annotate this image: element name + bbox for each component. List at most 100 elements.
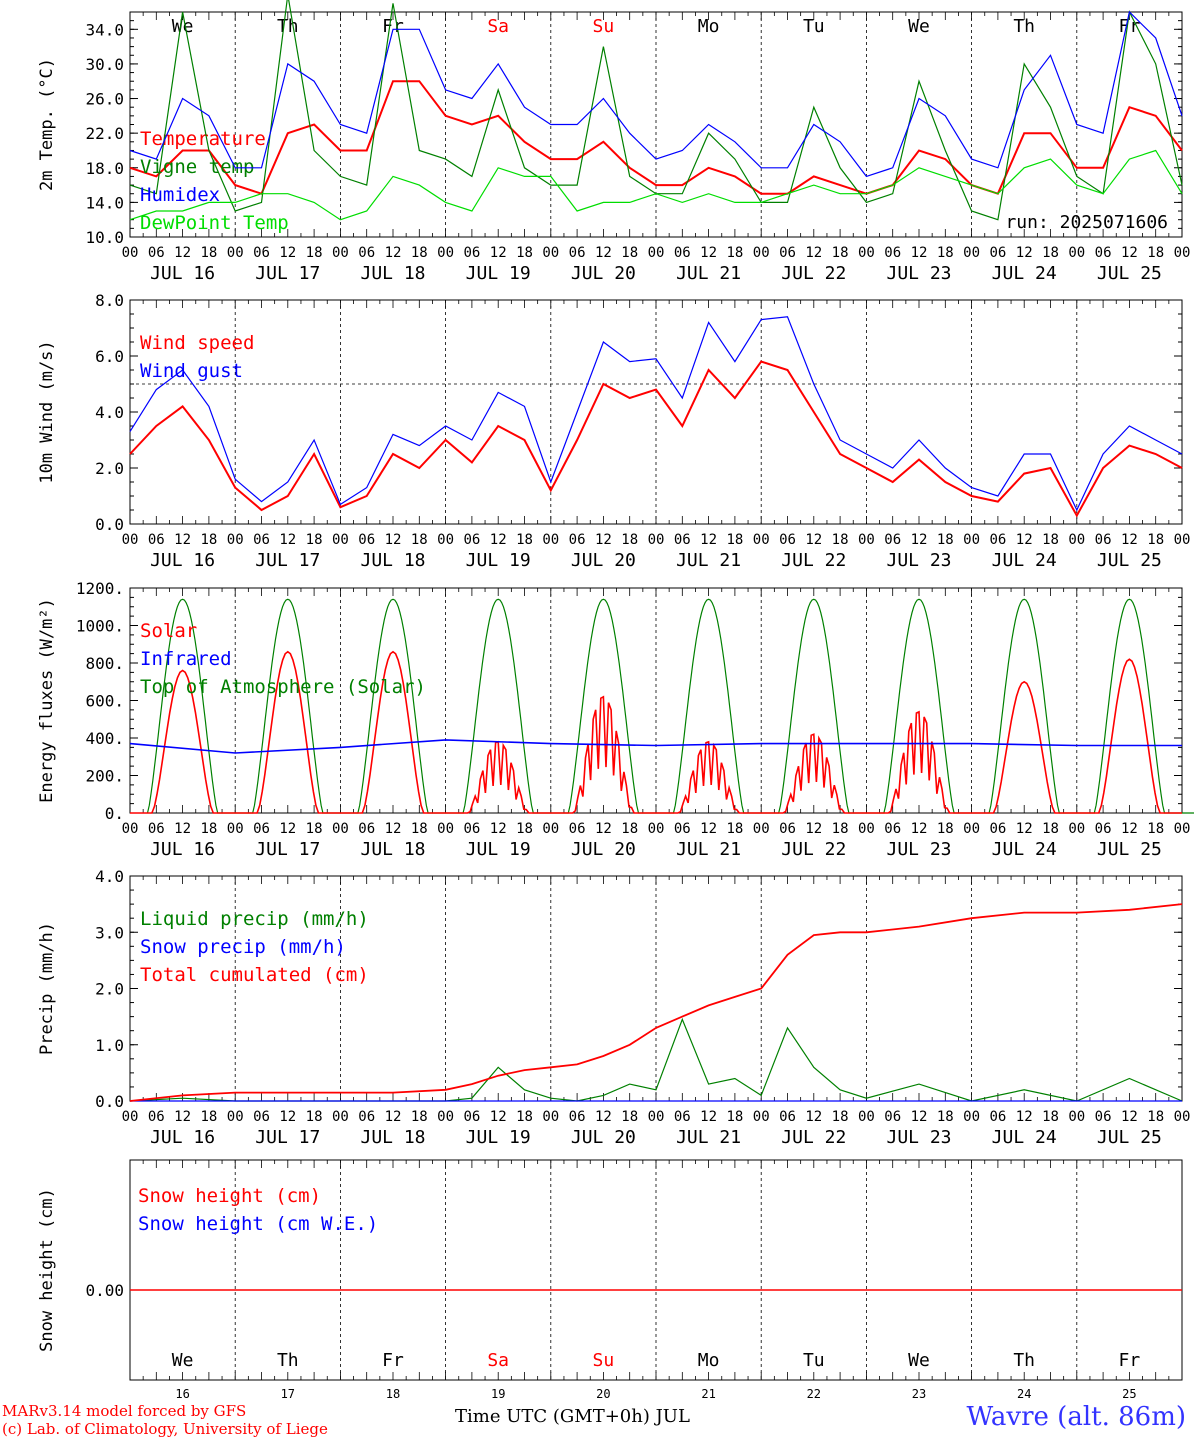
hour-tick-label: 06 — [989, 245, 1006, 261]
hour-tick-label: 00 — [437, 532, 454, 548]
hour-tick-label: 00 — [332, 1109, 349, 1125]
weekday-label: Th — [277, 16, 299, 37]
series-line-1 — [129, 316, 1183, 512]
hour-tick-label: 00 — [542, 821, 559, 837]
day-label: JUL 16 — [150, 839, 215, 860]
hour-tick-label: 00 — [122, 821, 139, 837]
hour-tick-label: 12 — [700, 821, 717, 837]
day-label: JUL 19 — [466, 1127, 531, 1148]
hour-tick-label: 06 — [569, 1109, 586, 1125]
hour-tick-label: 06 — [1095, 245, 1112, 261]
y-tick-label: 2.0 — [95, 980, 124, 999]
day-label: JUL 20 — [571, 1127, 636, 1148]
hour-tick-label: 06 — [989, 821, 1006, 837]
hour-tick-label: 18 — [200, 532, 217, 548]
hour-tick-label: 00 — [648, 1109, 665, 1125]
y-tick-label: 22.0 — [85, 124, 124, 143]
hour-tick-label: 06 — [358, 1109, 375, 1125]
hour-tick-label: 12 — [595, 1109, 612, 1125]
hour-tick-label: 18 — [621, 532, 638, 548]
hour-tick-label: 12 — [700, 245, 717, 261]
hour-tick-label: 12 — [385, 245, 402, 261]
legend-entry: Solar — [140, 620, 197, 642]
plot-frame — [129, 11, 1183, 238]
weekday-label: We — [172, 16, 194, 37]
legend-entry: Snow height (cm) — [138, 1185, 321, 1207]
day-label: JUL 22 — [781, 1127, 846, 1148]
legend-entry: Snow height (cm W.E.) — [138, 1213, 378, 1235]
day-label: JUL 21 — [676, 839, 741, 860]
x-axis-label: Time UTC (GMT+0h) JUL — [455, 1406, 690, 1427]
y-tick-label: 1.0 — [95, 1036, 124, 1055]
hour-tick-label: 06 — [779, 532, 796, 548]
hour-tick-label: 00 — [437, 1109, 454, 1125]
hour-tick-label: 00 — [1174, 821, 1191, 837]
hour-tick-label: 18 — [1147, 532, 1164, 548]
y-tick-label: 4.0 — [95, 867, 124, 886]
hour-tick-label: 12 — [1016, 1109, 1033, 1125]
hour-tick-label: 00 — [542, 1109, 559, 1125]
day-label: JUL 17 — [255, 263, 320, 284]
weekday-label: Tu — [803, 16, 825, 37]
weekday-label: Th — [1013, 16, 1035, 37]
model-credit: MARv3.14 model forced by GFS — [2, 1402, 247, 1420]
hour-tick-label: 18 — [1042, 532, 1059, 548]
day-number-label: 18 — [386, 1387, 400, 1401]
y-axis-label: 2m Temp. (°C) — [37, 58, 57, 191]
legend-entry: DewPoint Temp — [140, 212, 289, 234]
day-label: JUL 25 — [1097, 839, 1162, 860]
hour-tick-label: 12 — [490, 1109, 507, 1125]
day-label: JUL 18 — [360, 839, 425, 860]
hour-tick-label: 00 — [332, 821, 349, 837]
hour-tick-label: 06 — [148, 245, 165, 261]
hour-tick-label: 00 — [437, 821, 454, 837]
y-tick-label: 800. — [85, 654, 124, 673]
run-label: run: 2025071606 — [1005, 212, 1168, 233]
weekday-label: We — [908, 16, 930, 37]
plot-frame — [129, 299, 1183, 525]
hour-tick-label: 12 — [1016, 245, 1033, 261]
hour-tick-label: 00 — [648, 245, 665, 261]
weekday-label: Su — [593, 1350, 615, 1371]
hour-tick-label: 06 — [884, 532, 901, 548]
hour-tick-label: 12 — [174, 821, 191, 837]
hour-tick-label: 06 — [779, 1109, 796, 1125]
hour-tick-label: 18 — [411, 245, 428, 261]
day-number-label: 22 — [807, 1387, 821, 1401]
day-label: JUL 23 — [886, 839, 951, 860]
hour-tick-label: 06 — [569, 821, 586, 837]
day-label: JUL 17 — [255, 550, 320, 571]
hour-tick-label: 06 — [674, 532, 691, 548]
day-number-label: 17 — [281, 1387, 295, 1401]
hour-tick-label: 18 — [937, 245, 954, 261]
y-tick-label: 30.0 — [85, 55, 124, 74]
legend-entry: Temperature — [140, 128, 266, 150]
day-label: JUL 20 — [571, 839, 636, 860]
day-label: JUL 25 — [1097, 550, 1162, 571]
day-label: JUL 22 — [781, 839, 846, 860]
day-number-label: 25 — [1122, 1387, 1136, 1401]
legend-entry: Top of Atmosphere (Solar) — [140, 676, 426, 698]
hour-tick-label: 06 — [674, 821, 691, 837]
hour-tick-label: 06 — [1095, 1109, 1112, 1125]
hour-tick-label: 00 — [1174, 1109, 1191, 1125]
hour-tick-label: 18 — [1147, 1109, 1164, 1125]
hour-tick-label: 12 — [595, 245, 612, 261]
hour-tick-label: 00 — [963, 1109, 980, 1125]
hour-tick-label: 18 — [1147, 821, 1164, 837]
day-label: JUL 19 — [466, 263, 531, 284]
day-label: JUL 18 — [360, 1127, 425, 1148]
day-label: JUL 17 — [255, 1127, 320, 1148]
day-number-label: 20 — [596, 1387, 610, 1401]
hour-tick-label: 18 — [200, 245, 217, 261]
series-line-2 — [129, 10, 1183, 178]
hour-tick-label: 00 — [542, 245, 559, 261]
hour-tick-label: 06 — [569, 245, 586, 261]
day-number-label: 16 — [175, 1387, 189, 1401]
y-axis-label: Energy fluxes (W/m²) — [37, 598, 57, 803]
day-label: JUL 20 — [571, 263, 636, 284]
y-tick-label: 600. — [85, 692, 124, 711]
hour-tick-label: 18 — [937, 532, 954, 548]
hour-tick-label: 12 — [1016, 821, 1033, 837]
hour-tick-label: 18 — [1042, 245, 1059, 261]
